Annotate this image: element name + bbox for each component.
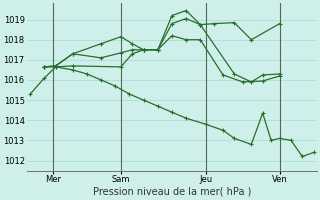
X-axis label: Pression niveau de la mer( hPa ): Pression niveau de la mer( hPa )	[93, 187, 251, 197]
